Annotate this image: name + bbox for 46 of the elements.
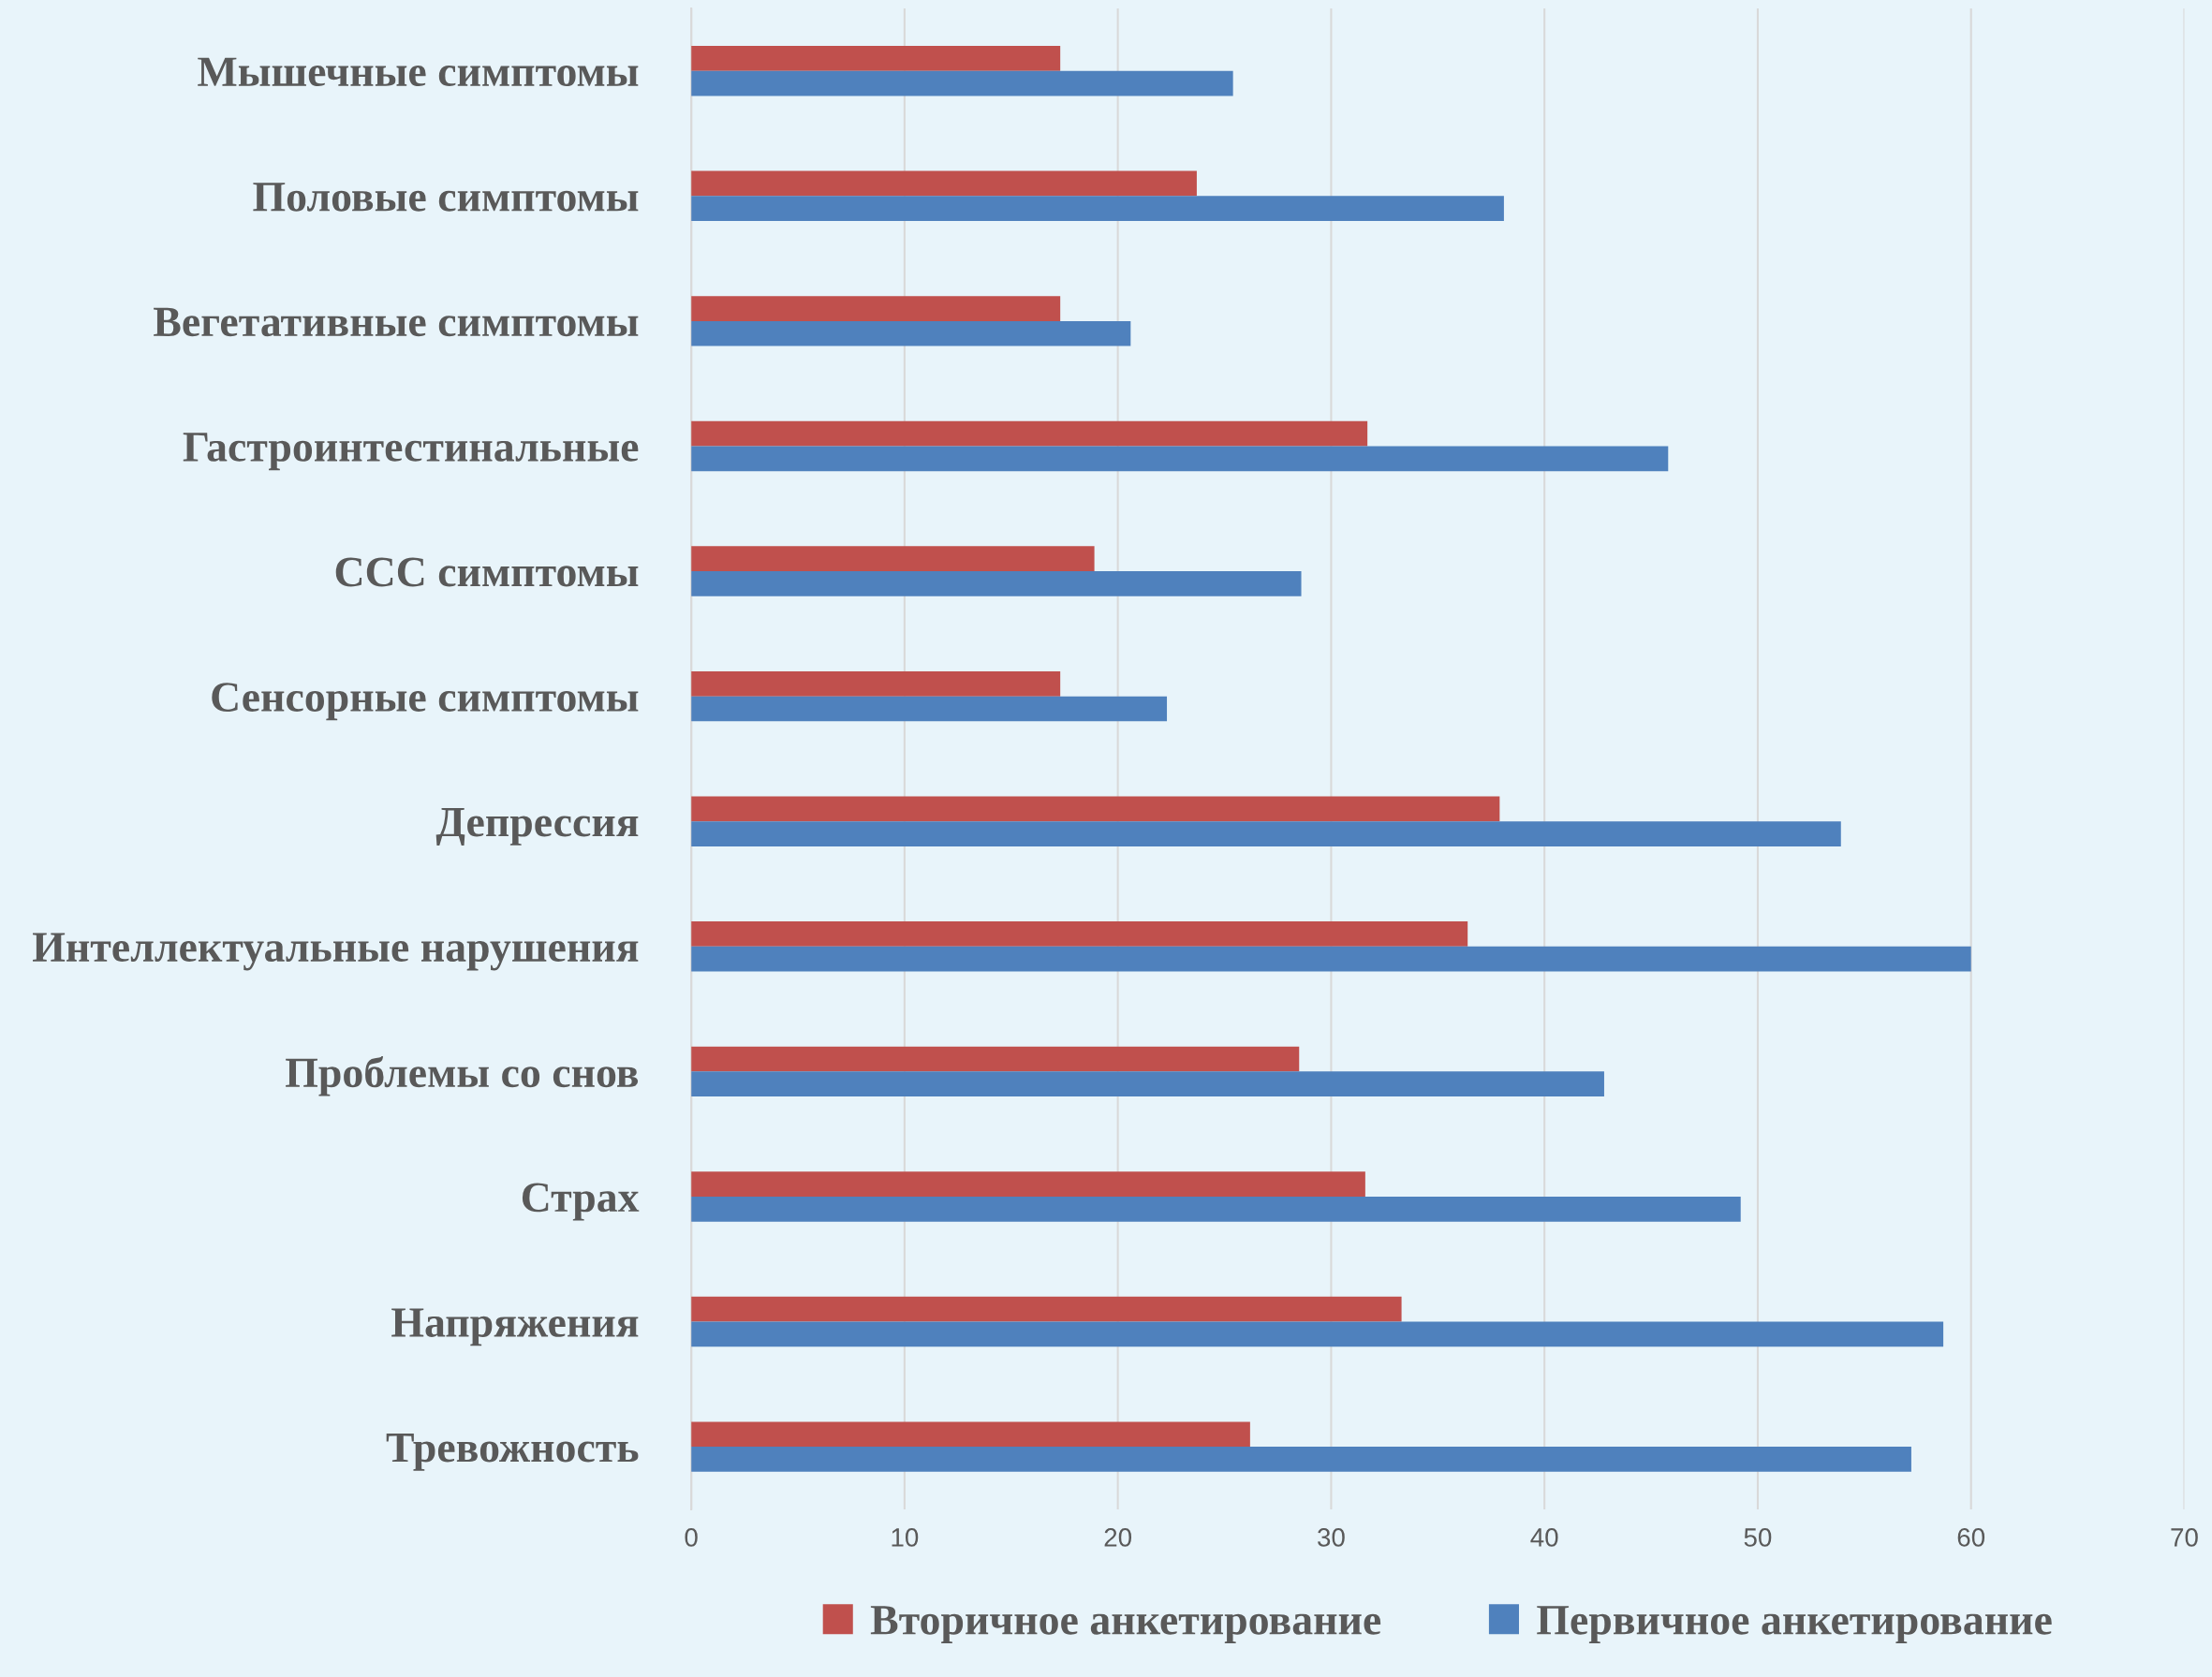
y-tick-label: Напряжения (391, 1308, 639, 1346)
y-tick-label: Страх (522, 1183, 640, 1221)
bar (691, 70, 1233, 96)
bar (691, 670, 1061, 697)
bar (691, 546, 1095, 572)
bar (691, 1447, 1911, 1472)
x-tick-label: 0 (685, 1528, 698, 1547)
bar (691, 571, 1302, 596)
bar (691, 1196, 1741, 1222)
bar (691, 821, 1841, 846)
bar (691, 796, 1500, 822)
bar (691, 946, 1971, 972)
bar (691, 446, 1669, 472)
bar (691, 1046, 1300, 1072)
y-tick-label: Половые симптомы (253, 183, 639, 212)
x-tick-label: 10 (892, 1528, 919, 1547)
y-tick-label: Сенсорные симптомы (212, 683, 639, 721)
bar (691, 196, 1504, 222)
x-tick-label: 60 (1957, 1528, 1985, 1547)
x-tick-label: 20 (1104, 1528, 1132, 1547)
bar (691, 921, 1468, 947)
legend-label: Вторичное анкетирование (870, 1606, 1381, 1643)
y-tick-label: Депрессия (435, 808, 639, 846)
bar (691, 320, 1131, 346)
legend-label: Первичное анкетирование (1537, 1606, 2052, 1643)
y-tick-label: Мышечные симптомы (198, 57, 639, 87)
bar (691, 46, 1061, 71)
y-tick-label: ССС симптомы (335, 557, 639, 587)
x-tick-label: 50 (1744, 1528, 1772, 1547)
bar (691, 1171, 1365, 1197)
bar (691, 1421, 1250, 1448)
bar (691, 420, 1368, 447)
x-tick-label: 40 (1530, 1528, 1558, 1547)
y-tick-label: Тревожность (386, 1434, 639, 1471)
bar (691, 296, 1061, 321)
y-tick-label: Гастроинтестинальные (183, 433, 639, 471)
y-tick-label: Интеллектуальные нарушения (33, 933, 639, 971)
bar (691, 1321, 1944, 1347)
y-tick-label: Проблемы со снов (286, 1055, 639, 1096)
x-tick-label: 70 (2171, 1528, 2198, 1547)
bar (691, 1296, 1402, 1322)
bar (691, 696, 1168, 722)
bar (691, 1071, 1604, 1097)
x-tick-label: 30 (1318, 1528, 1345, 1547)
bar (691, 170, 1197, 197)
y-tick-label: Вегетативные симптомы (154, 307, 639, 337)
